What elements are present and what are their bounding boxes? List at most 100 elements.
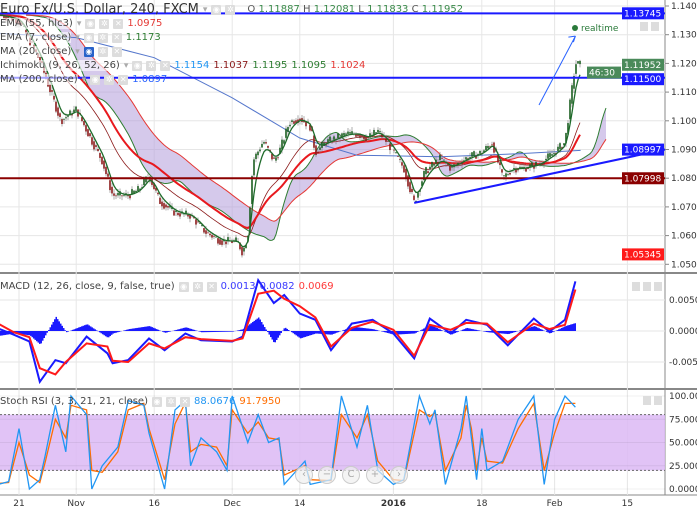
- candle-body: [381, 133, 383, 138]
- gear-icon[interactable]: ✲: [97, 32, 108, 43]
- symbol-title[interactable]: Euro Fx/U.S. Dollar, 240, FXCM: [0, 2, 199, 17]
- macd-histogram-bar: [45, 331, 47, 336]
- macd-histogram-bar: [58, 321, 60, 331]
- indicator-name[interactable]: EMA (7, close): [0, 32, 72, 43]
- y-tick-label: 1.08000: [671, 174, 697, 184]
- chevron-down-icon[interactable]: ▾: [75, 46, 80, 57]
- macd-histogram-bar: [232, 331, 234, 332]
- macd-histogram-bar: [175, 329, 177, 331]
- gear-icon[interactable]: ✲: [192, 281, 203, 292]
- candle-body: [369, 133, 371, 138]
- macd-histogram-bar: [354, 326, 356, 331]
- stoch-title[interactable]: Stoch RSI (3, 3, 21, 21, close): [0, 396, 148, 407]
- close-icon[interactable]: ✕: [160, 60, 171, 71]
- eye-icon[interactable]: ◉: [211, 4, 222, 15]
- indicator-name[interactable]: MA (20, close): [0, 46, 72, 57]
- macd-histogram-bar: [217, 331, 219, 332]
- low-value: 1.11833: [367, 4, 409, 15]
- candle-body: [535, 161, 537, 166]
- macd-histogram-bar: [331, 331, 333, 335]
- pane-up-button[interactable]: [640, 22, 648, 31]
- macd-histogram-bar: [444, 331, 446, 332]
- close-icon[interactable]: ✕: [180, 396, 190, 407]
- candle-body: [243, 247, 245, 252]
- scroll-right-button[interactable]: ›: [390, 466, 408, 484]
- indicator-name[interactable]: EMA (55, hlc3): [0, 18, 73, 29]
- eye-icon[interactable]: ◉: [85, 18, 96, 29]
- macd-histogram-bar: [46, 331, 48, 333]
- macd-histogram-bar: [402, 331, 404, 335]
- gear-icon[interactable]: ✲: [97, 46, 108, 57]
- pane-up-button[interactable]: [632, 282, 640, 291]
- eye-icon[interactable]: ◉: [90, 74, 101, 85]
- macd-histogram-bar: [457, 331, 459, 332]
- candle-body: [405, 168, 407, 179]
- close-icon[interactable]: ✕: [113, 18, 124, 29]
- open-value: 1.11887: [258, 4, 300, 15]
- macd-histogram-bar: [361, 327, 363, 331]
- indicator-name[interactable]: Ichimoku (9, 26, 52, 26): [0, 60, 120, 71]
- macd-histogram-bar: [184, 327, 186, 331]
- close-icon[interactable]: ✕: [206, 281, 217, 292]
- gear-icon[interactable]: ✲: [104, 74, 115, 85]
- indicator-name[interactable]: MA (200, close): [0, 74, 78, 85]
- ma200-line: [0, 32, 581, 158]
- macd-histogram-bar: [193, 329, 195, 331]
- chevron-down-icon[interactable]: ▾: [81, 74, 87, 85]
- candle-body: [173, 210, 175, 216]
- gear-icon[interactable]: ✲: [166, 396, 176, 407]
- candle-body: [273, 157, 275, 159]
- chevron-down-icon[interactable]: ▾: [76, 18, 82, 29]
- candle-body: [215, 236, 217, 238]
- macd-histogram-bar: [423, 328, 425, 331]
- pane-down-button[interactable]: [651, 22, 659, 31]
- macd-histogram-bar: [565, 325, 567, 331]
- stoch-tick-label: 25.0000: [669, 462, 697, 472]
- gear-icon[interactable]: ✲: [225, 4, 236, 15]
- macd-histogram-bar: [81, 326, 83, 331]
- macd-histogram-bar: [168, 331, 170, 332]
- macd-histogram-bar: [283, 328, 285, 331]
- candle-body: [401, 162, 403, 166]
- eye-icon[interactable]: ◉: [83, 32, 94, 43]
- eye-icon[interactable]: ◉: [83, 46, 94, 57]
- macd-title[interactable]: MACD (12, 26, close, 9, false, true): [0, 281, 175, 292]
- candle-body: [201, 224, 203, 226]
- macd-histogram-bar: [400, 331, 402, 335]
- gear-icon[interactable]: ✲: [146, 60, 157, 71]
- eye-icon[interactable]: ◉: [132, 60, 143, 71]
- macd-histogram-bar: [477, 330, 479, 331]
- close-icon[interactable]: ✕: [111, 46, 122, 57]
- gear-icon[interactable]: ✲: [99, 18, 110, 29]
- pane-up-button[interactable]: [643, 396, 651, 405]
- macd-legend: MACD (12, 26, close, 9, false, true) ◉ ✲ ✕…: [0, 281, 334, 292]
- macd-histogram-bar: [52, 321, 54, 331]
- macd-histogram-bar: [220, 331, 222, 332]
- indicator-legend-row: EMA (55, hlc3) ▾ ◉ ✲ ✕ 1.0975: [0, 18, 162, 29]
- chevron-down-icon[interactable]: ▾: [75, 32, 80, 43]
- macd-histogram-bar: [129, 329, 131, 331]
- chevron-down-icon[interactable]: ▾: [202, 4, 208, 15]
- candle-body: [345, 133, 347, 135]
- macd-histogram-bar: [34, 331, 36, 340]
- scroll-left-button[interactable]: ‹: [295, 466, 313, 484]
- macd-histogram-bar: [99, 331, 101, 333]
- pane-down-button[interactable]: [643, 282, 651, 291]
- pane-down-button[interactable]: [654, 396, 662, 405]
- eye-icon[interactable]: ◉: [178, 281, 189, 292]
- y-tick-label: 1.06000: [671, 232, 697, 242]
- close-icon[interactable]: ✕: [118, 74, 129, 85]
- zoom-out-button[interactable]: −: [318, 466, 336, 484]
- reset-chart-button[interactable]: C: [342, 466, 360, 484]
- macd-histogram-bar: [231, 331, 233, 332]
- chevron-down-icon[interactable]: ▾: [123, 60, 129, 71]
- eye-icon[interactable]: ◉: [152, 396, 162, 407]
- candle-body: [75, 106, 77, 111]
- close-icon[interactable]: ✕: [111, 32, 122, 43]
- pane-maximize-button[interactable]: [654, 282, 662, 291]
- y-tick-label: 1.09000: [671, 146, 697, 156]
- price-tag-label: 1.07998: [624, 174, 661, 184]
- zoom-in-button[interactable]: +: [366, 466, 384, 484]
- candle-body: [89, 133, 91, 137]
- macd-histogram-bar: [567, 325, 569, 331]
